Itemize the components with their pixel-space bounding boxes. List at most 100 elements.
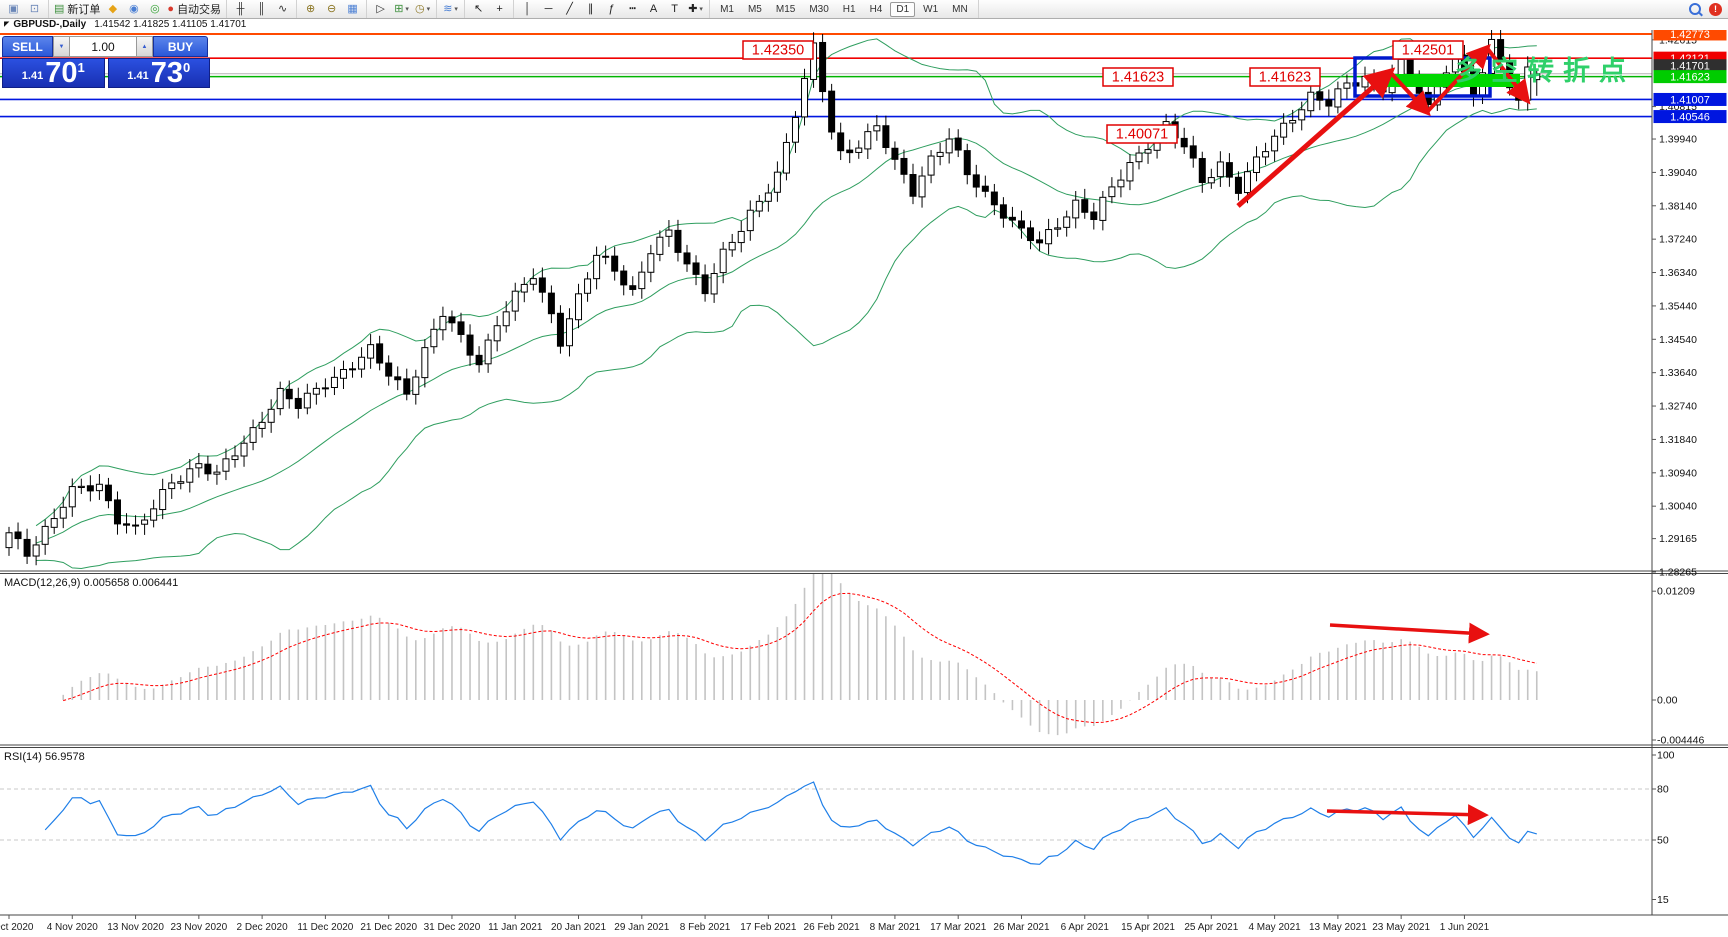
svg-text:13 Nov 2020: 13 Nov 2020	[107, 922, 164, 933]
label-icon[interactable]: T	[671, 2, 678, 15]
svg-text:50: 50	[1657, 835, 1669, 847]
metaeditor-icon[interactable]: ◆	[108, 2, 118, 15]
volume-input[interactable]: 1.00	[70, 36, 136, 57]
bollinger-lower	[36, 107, 1537, 570]
svg-text:11 Jan 2021: 11 Jan 2021	[488, 922, 543, 933]
svg-text:21 Dec 2020: 21 Dec 2020	[360, 922, 417, 933]
volume-increase-button[interactable]: ▲	[136, 36, 153, 57]
annotations[interactable]: 多空转折点 1.42350 1.41623 1.41623 1.40071 1.42501	[742, 40, 1635, 826]
svg-text:1.30040: 1.30040	[1659, 501, 1697, 513]
price-callout-box	[1249, 67, 1321, 87]
pivot-note-text: 多空转折点	[1455, 55, 1635, 86]
svg-text:1.41701: 1.41701	[1670, 61, 1710, 73]
sell-price-main: 70	[45, 57, 78, 89]
notifications-icon[interactable]: !	[1709, 2, 1722, 16]
buy-price-pip: 0	[182, 60, 191, 75]
macd-pane	[62, 574, 1538, 736]
period-clock-icon[interactable]: ◷ ▾	[415, 2, 431, 15]
timeframe-h1[interactable]: H1	[842, 3, 856, 15]
cursor-icon[interactable]: ↖	[473, 2, 484, 15]
volume-decrease-button[interactable]: ▼	[53, 36, 70, 57]
svg-text:1.41007: 1.41007	[1670, 94, 1710, 106]
svg-text:1.41623: 1.41623	[1670, 71, 1710, 83]
svg-text:6 Apr 2021: 6 Apr 2021	[1061, 922, 1110, 933]
svg-text:26 Feb 2021: 26 Feb 2021	[804, 922, 861, 933]
timeframe-mn[interactable]: MN	[952, 3, 968, 15]
navigator-icon[interactable]: ◉	[129, 2, 139, 15]
autotrading-button[interactable]: ● 自动交易	[167, 2, 222, 16]
buy-price-main: 73	[150, 57, 183, 89]
timeframe-m15[interactable]: M15	[775, 3, 796, 15]
tile-windows-icon[interactable]: ▦	[347, 2, 358, 15]
svg-text:1.35440: 1.35440	[1659, 300, 1697, 312]
vertical-line-icon[interactable]: │	[524, 2, 531, 15]
svg-text:1.41623: 1.41623	[1112, 70, 1164, 86]
search-icon[interactable]	[1689, 3, 1701, 15]
svg-text:25 Apr 2021: 25 Apr 2021	[1184, 922, 1238, 933]
rsi-pane	[0, 781, 1652, 865]
trend-arrow	[1236, 67, 1396, 208]
svg-text:11 Dec 2020: 11 Dec 2020	[297, 922, 353, 933]
rsi-line	[44, 781, 1537, 865]
line-chart-icon[interactable]: ∿	[277, 2, 288, 15]
svg-text:1.34540: 1.34540	[1659, 334, 1697, 346]
timeframe-d1[interactable]: D1	[890, 1, 916, 17]
one-click-trading-panel: SELL ▼ 1.00 ▲ BUY 1.41 70 1 1.41 73 0	[2, 36, 210, 88]
hline-price-label	[1653, 110, 1727, 124]
current-price-label	[1653, 59, 1727, 73]
indicator-window-icon[interactable]: ≋ ▾	[443, 2, 458, 15]
hline-price-label	[1653, 70, 1727, 84]
crosshair-icon[interactable]: +	[496, 2, 503, 15]
svg-text:1.39040: 1.39040	[1659, 167, 1697, 179]
text-icon[interactable]: A	[649, 2, 658, 15]
buy-price-prefix: 1.41	[127, 70, 149, 82]
svg-text:1 Jun 2021: 1 Jun 2021	[1440, 922, 1490, 933]
strategy-tester-icon[interactable]: ▷	[376, 2, 385, 15]
signal-icon[interactable]: ◎	[150, 2, 160, 15]
svg-text:23 May 2021: 23 May 2021	[1372, 922, 1430, 933]
timeframe-m30[interactable]: M30	[809, 3, 829, 15]
candlestick-chart-icon[interactable]: ║	[257, 2, 266, 15]
bar-chart-icon[interactable]: ╫	[236, 2, 245, 15]
hline-price-label	[1653, 92, 1727, 106]
svg-text:1.31840: 1.31840	[1659, 434, 1697, 446]
toolbar-groups: ▣ ⊡ ▤ 新订单 ◆ ◉ ◎ ● 自动交易 ╫ ║ ∿ ⊕ ⊖ ▦ ▷ ⊞ ▾ ◷ ▾ ≋ ▾ ↖ + │ ─ ╱ ∥ ƒ ┅ A T ✚ ▾ M…	[0, 0, 979, 18]
svg-text:23 Nov 2020: 23 Nov 2020	[170, 922, 227, 933]
chart-window-icon[interactable]: ▣	[8, 2, 19, 15]
new-order-button[interactable]: ▤ 新订单	[54, 2, 101, 16]
trend-arrow	[1425, 43, 1491, 114]
arrows-tool-icon[interactable]: ✚ ▾	[688, 2, 703, 15]
zoom-window-icon[interactable]: ⊡	[29, 2, 40, 15]
timeframe-h4[interactable]: H4	[869, 3, 883, 15]
trend-arrow	[1326, 804, 1489, 826]
timeframe-m5[interactable]: M5	[747, 3, 762, 15]
price-callout-box	[1106, 124, 1178, 144]
zoom-in-icon[interactable]: ⊕	[305, 2, 316, 15]
horizontal-line-icon[interactable]: ─	[544, 2, 553, 15]
buy-button[interactable]: BUY	[153, 36, 208, 57]
new-chart-icon[interactable]: ⊞ ▾	[394, 2, 409, 15]
timeframe-w1[interactable]: W1	[923, 3, 939, 15]
svg-text:1.38140: 1.38140	[1659, 200, 1697, 212]
zoom-out-icon[interactable]: ⊖	[326, 2, 337, 15]
svg-text:8 Mar 2021: 8 Mar 2021	[870, 922, 921, 933]
price-callout-box	[742, 40, 814, 60]
macd-signal-line	[63, 592, 1537, 724]
toolbar: ▣ ⊡ ▤ 新订单 ◆ ◉ ◎ ● 自动交易 ╫ ║ ∿ ⊕ ⊖ ▦ ▷ ⊞ ▾ ◷ ▾ ≋ ▾ ↖ + │ ─ ╱ ∥ ƒ ┅ A T ✚ ▾ M…	[0, 0, 1728, 19]
svg-text:29 Jan 2021: 29 Jan 2021	[614, 922, 669, 933]
svg-text:1.37240: 1.37240	[1659, 234, 1697, 246]
buy-price[interactable]: 1.41 73 0	[107, 57, 210, 89]
svg-text:1.41623: 1.41623	[1259, 70, 1311, 86]
fibonacci-icon[interactable]: ƒ	[608, 2, 615, 15]
svg-text:-0.004446: -0.004446	[1657, 735, 1704, 747]
sell-button[interactable]: SELL	[2, 36, 53, 57]
chart-marker-icon: ◤	[4, 21, 10, 28]
fibo-expansion-icon[interactable]: ┅	[629, 2, 636, 15]
channel-icon[interactable]: ∥	[587, 2, 594, 15]
sell-price[interactable]: 1.41 70 1	[2, 58, 105, 88]
trendline-icon[interactable]: ╱	[566, 2, 573, 15]
timeframe-m1[interactable]: M1	[720, 3, 734, 15]
svg-text:1.36340: 1.36340	[1659, 267, 1697, 279]
svg-text:17 Feb 2021: 17 Feb 2021	[740, 922, 797, 933]
